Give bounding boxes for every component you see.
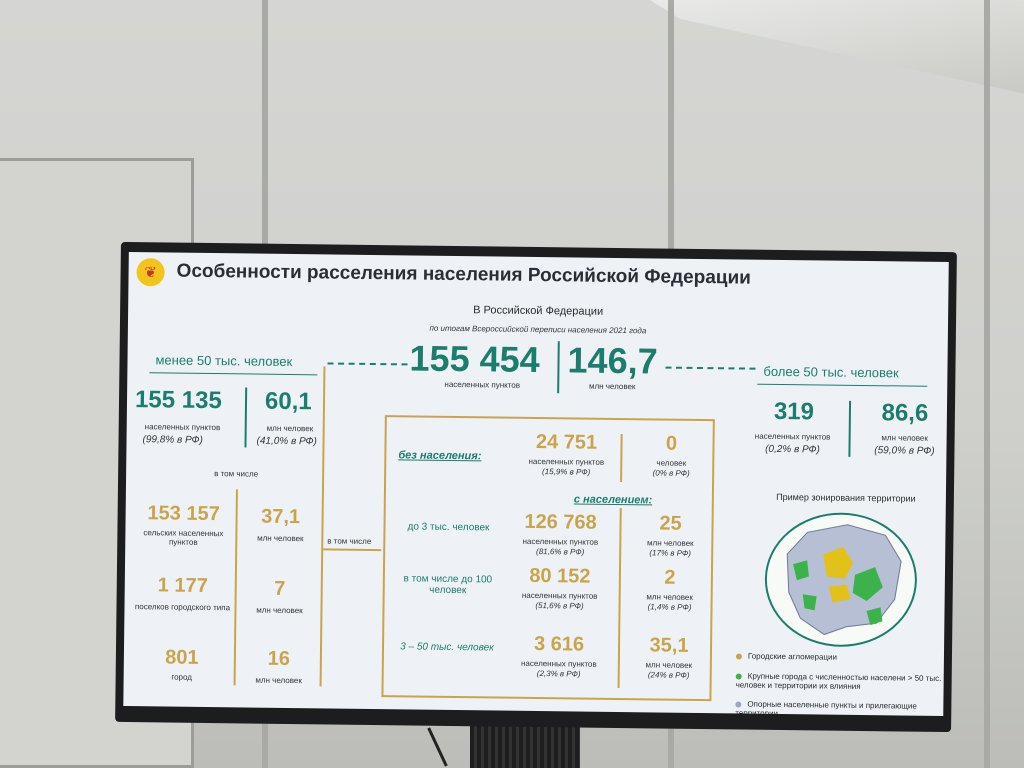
with-pop-label: с населением: (573, 493, 653, 507)
arrow-label: в том числе (327, 536, 372, 546)
cities-value: 801 (165, 646, 199, 669)
towns-label: поселков городского типа (134, 602, 231, 613)
row3-value: 3 616 (533, 632, 585, 656)
arrow-left (327, 362, 408, 366)
row2-people-pct: (1,4% в РФ) (647, 602, 692, 612)
right-settlements-label: населенных пунктов (754, 431, 831, 442)
row1-value: 126 768 (524, 510, 597, 534)
arrow-right (665, 366, 756, 370)
tv-stand (470, 726, 580, 768)
row3-label: 3 – 50 тыс. человек (400, 641, 494, 654)
tv-cable (427, 727, 448, 767)
right-divider (848, 400, 852, 457)
no-pop-value-pct: (15,9% в РФ) (542, 467, 591, 477)
slide-title: Особенности расселения населения Российс… (176, 260, 752, 289)
total-people-label: млн человек (588, 381, 636, 392)
row1-value-pct: (81,6% в РФ) (536, 547, 585, 557)
no-pop-value-label: населенных пунктов (528, 456, 605, 467)
row3-value-label: населенных пунктов (520, 658, 597, 669)
row3-people-label: млн человек (645, 660, 693, 670)
towns-value: 1 177 (157, 574, 208, 597)
cities-label: город (171, 672, 193, 682)
row1-value-label: населенных пунктов (522, 536, 599, 547)
agglomeration-region-2 (828, 584, 851, 603)
left-people-value: 60,1 (264, 387, 312, 416)
towns-people: 7 (274, 577, 286, 600)
no-pop-value: 24 751 (535, 430, 598, 454)
left-settlements-pct: (99,8% в РФ) (142, 434, 203, 446)
tv-screen-frame: ❦ Особенности расселения населения Росси… (115, 241, 957, 733)
total-settlements-label: населенных пунктов (444, 379, 521, 390)
row3-value-pct: (2,3% в РФ) (536, 669, 581, 679)
left-divider (244, 387, 248, 448)
cities-people-label: млн человек (255, 675, 302, 686)
left-heading: менее 50 тыс. человек (155, 352, 293, 370)
ceiling-light (650, 0, 1024, 95)
row1-label: до 3 тыс. человек (407, 521, 490, 534)
wall-seam (984, 0, 990, 768)
left-rows-divider (233, 489, 238, 686)
row1-people: 25 (659, 512, 682, 535)
legend-item-support: Опорные населенные пункты и прилегающие … (735, 699, 917, 716)
no-pop-people-label: человек (656, 458, 687, 468)
right-people-label: млн человек (881, 433, 928, 443)
header-divider (557, 341, 560, 394)
legend-dot-grey (735, 701, 742, 708)
legend-item-agglomerations: Городские агломерации (735, 651, 837, 662)
header-heading: В Российской Федерации (473, 304, 604, 318)
header-subheading: по итогам Всероссийской переписи населен… (429, 323, 647, 336)
row1-people-label: млн человек (647, 538, 694, 548)
influence-region-4 (802, 594, 817, 611)
left-heading-underline (149, 372, 318, 376)
influence-region-3 (866, 607, 883, 626)
towns-people-label: млн человек (256, 605, 303, 616)
row2-people-label: млн человек (646, 592, 693, 602)
row1-people-pct: (17% в РФ) (649, 548, 692, 558)
right-people-pct: (59,0% в РФ) (874, 445, 935, 457)
row2-value-label: населенных пунктов (521, 590, 598, 601)
rural-people: 37,1 (261, 505, 301, 529)
legend-item-cities: Крупные города с численностью населени >… (735, 671, 942, 691)
rural-people-label: млн человек (257, 533, 304, 544)
no-pop-people: 0 (665, 432, 678, 455)
rural-label: сельских населенных пунктов (143, 528, 224, 547)
row3-people: 35,1 (649, 634, 689, 657)
wheat-logo-icon: ❦ (136, 258, 165, 287)
arrow-to-box (323, 548, 382, 552)
row2-label: в том числе до 100 человек (403, 573, 493, 597)
right-settlements-value: 319 (773, 397, 815, 426)
right-heading-underline (757, 383, 928, 387)
left-settlements-value: 155 135 (134, 386, 222, 415)
rural-value: 153 157 (147, 502, 220, 526)
no-pop-people-pct: (0% в РФ) (652, 468, 690, 478)
legend-dot-gold (735, 653, 742, 660)
left-people-pct: (41,0% в РФ) (256, 435, 317, 448)
left-column-line (319, 366, 326, 687)
row2-value-pct: (51,6% в РФ) (535, 601, 584, 611)
total-settlements-value: 155 454 (409, 337, 540, 381)
region-map-svg (786, 524, 902, 636)
right-people-value: 86,6 (881, 399, 929, 427)
no-pop-label: без населения: (398, 449, 482, 463)
map-title: Пример зонирования территории (776, 491, 916, 504)
cities-people: 16 (267, 647, 291, 671)
row3-people-pct: (24% в РФ) (647, 670, 690, 680)
influence-region-2 (852, 567, 883, 602)
left-settlements-label: населенных пунктов (144, 422, 221, 433)
row2-value: 80 152 (529, 564, 591, 588)
right-heading: более 50 тыс. человек (763, 363, 899, 381)
total-people-value: 146,7 (567, 339, 658, 382)
legend-dot-green (735, 673, 742, 680)
agglomeration-region (823, 546, 854, 579)
slide: ❦ Особенности расселения населения Росси… (123, 252, 949, 716)
right-settlements-pct: (0,2% в РФ) (765, 443, 820, 456)
left-including: в том числе (214, 469, 259, 479)
influence-region-1 (793, 560, 809, 581)
left-people-label: млн человек (266, 423, 314, 434)
zoning-map (764, 511, 918, 648)
row2-people: 2 (664, 566, 676, 589)
